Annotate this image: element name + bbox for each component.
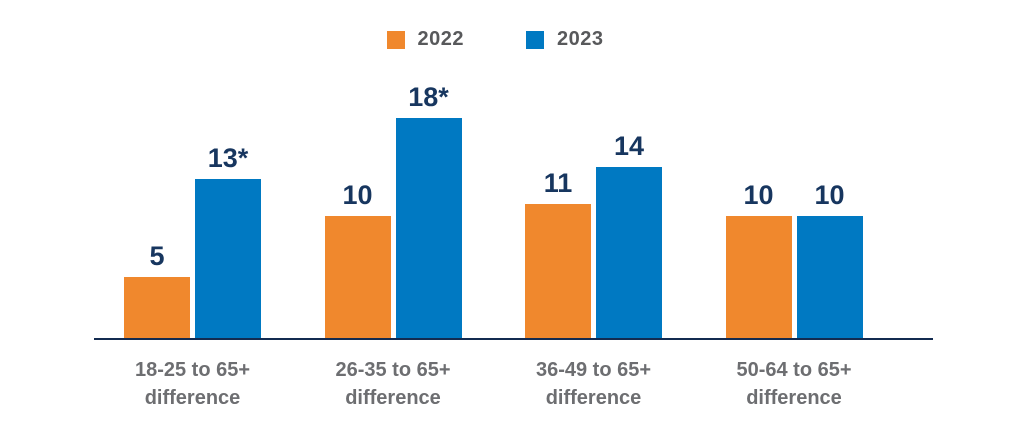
bar-value-label-2023-group-2: 14 — [613, 131, 645, 161]
legend-label-2023: 2023 — [557, 28, 604, 50]
blue-square-icon — [526, 30, 544, 49]
plot-area: 5 13* 10 18* 11 14 10 10 — [94, 0, 933, 340]
bar-column-2023-group-1: 18* — [395, 82, 462, 338]
bar-column-2023-group-0: 13* — [195, 143, 261, 338]
bar-group-1: 10 18* — [324, 82, 462, 338]
x-axis-label-0: 18-25 to 65+ difference — [134, 359, 251, 409]
bar-column-2023-group-2: 14 — [596, 131, 662, 338]
bar-value-label-2022-group-1: 10 — [342, 180, 373, 210]
legend-item-2022: 2022 — [386, 28, 465, 51]
bar-value-label-2023-group-1: 18* — [408, 82, 449, 112]
bar-column-2023-group-3: 10 — [796, 180, 863, 338]
bar-2023-group-2 — [596, 167, 662, 338]
x-axis-label-3: 50-64 to 65+ difference — [736, 359, 852, 409]
bar-group-2: 11 14 — [525, 131, 662, 338]
legend-item-2023: 2023 — [526, 28, 604, 51]
x-axis-label-2: 36-49 to 65+ difference — [535, 359, 652, 409]
orange-square-icon — [386, 30, 405, 49]
bar-2022-group-3 — [725, 216, 792, 338]
bar-2022-group-2 — [525, 204, 591, 338]
bar-column-2022-group-0: 5 — [124, 241, 190, 338]
bar-value-label-2022-group-0: 5 — [149, 241, 165, 271]
bar-group-0: 5 13* — [124, 143, 261, 338]
bar-2022-group-0 — [124, 277, 190, 338]
legend-label-2022: 2022 — [417, 28, 464, 50]
bar-2023-group-0 — [195, 179, 261, 338]
bar-value-label-2022-group-2: 11 — [543, 168, 573, 198]
bar-group-3: 10 10 — [725, 180, 863, 338]
bar-value-label-2023-group-3: 10 — [814, 180, 845, 210]
bar-2023-group-1 — [395, 118, 462, 338]
bar-column-2022-group-2: 11 — [525, 168, 591, 338]
x-axis-label-1: 26-35 to 65+ difference — [335, 359, 451, 409]
bar-column-2022-group-3: 10 — [725, 180, 792, 338]
bar-value-label-2023-group-0: 13* — [207, 143, 249, 173]
bar-column-2022-group-1: 10 — [324, 180, 391, 338]
bar-2022-group-1 — [324, 216, 391, 338]
bar-value-label-2022-group-3: 10 — [743, 180, 774, 210]
chart-legend: 2022 2023 — [0, 28, 1007, 51]
bar-2023-group-3 — [796, 216, 863, 338]
